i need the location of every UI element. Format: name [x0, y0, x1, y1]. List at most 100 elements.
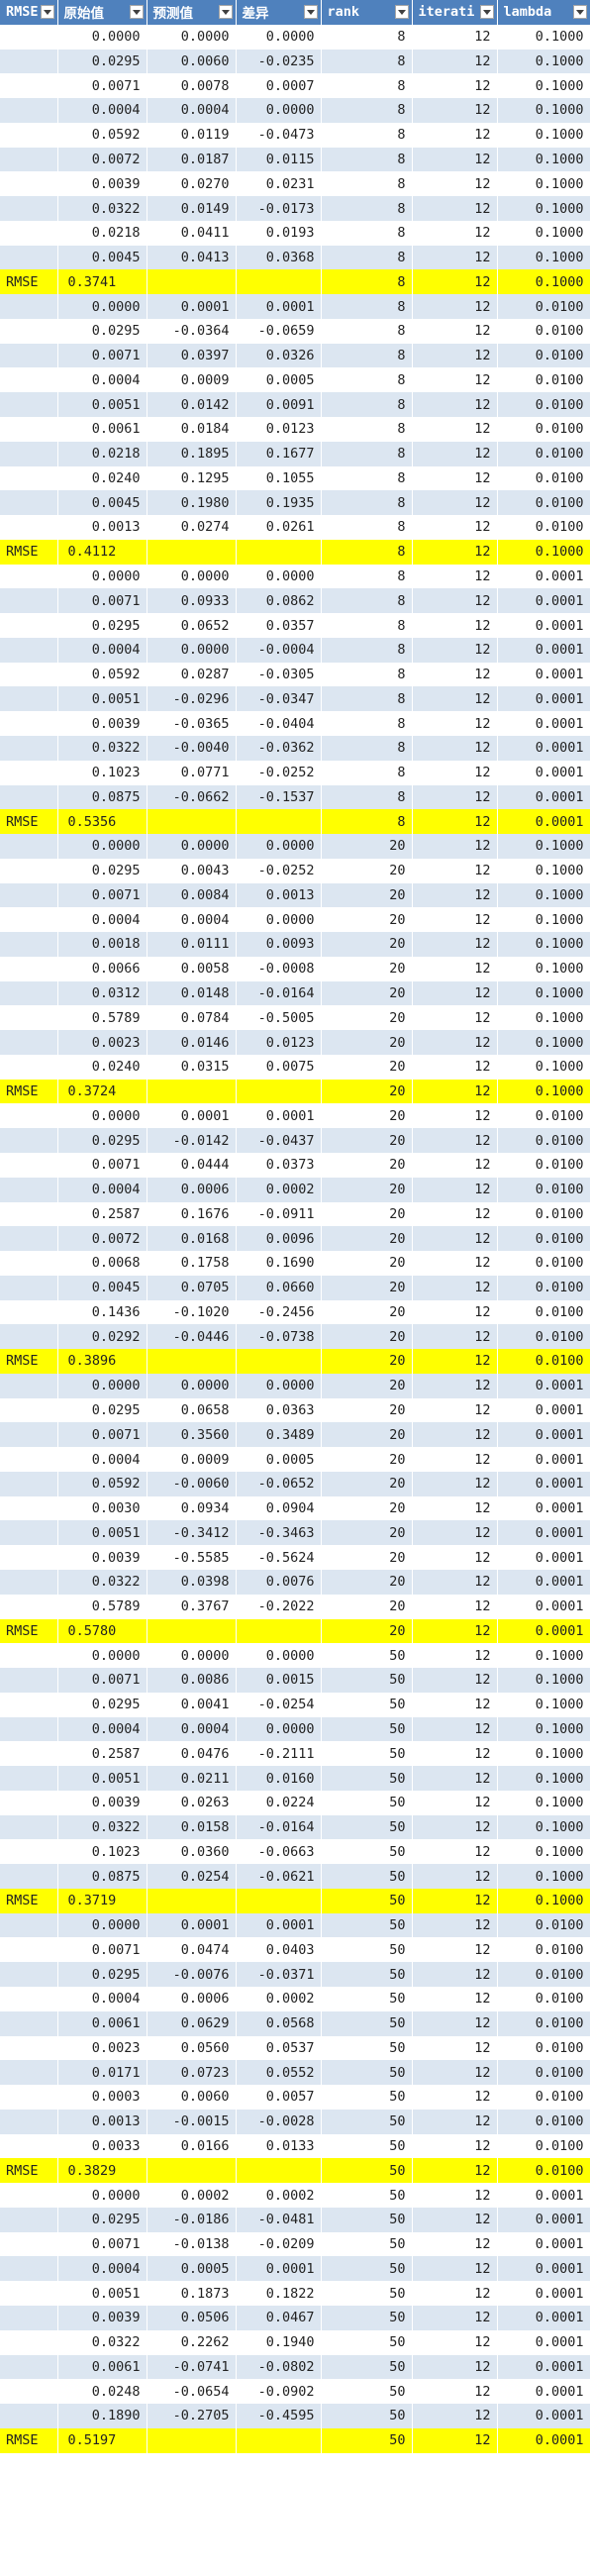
- cell-lambda[interactable]: 0.0001: [497, 1618, 590, 1644]
- cell-predicted[interactable]: 0.0274: [147, 515, 237, 540]
- cell-original[interactable]: 0.0071: [57, 2231, 148, 2257]
- cell-predicted[interactable]: -0.0365: [147, 711, 237, 736]
- cell-rank[interactable]: 20: [321, 1299, 413, 1325]
- cell-iterations[interactable]: 12: [412, 907, 498, 933]
- cell-iterations[interactable]: 12: [412, 1937, 498, 1963]
- cell-original[interactable]: 0.0013: [57, 515, 148, 540]
- cell-rmse-label[interactable]: [0, 1962, 58, 1988]
- cell-iterations[interactable]: 12: [412, 1128, 498, 1153]
- cell-predicted[interactable]: 0.0476: [147, 1741, 237, 1767]
- cell-lambda[interactable]: 0.0001: [497, 1422, 590, 1448]
- cell-original[interactable]: 0.0295: [57, 2207, 148, 2232]
- cell-rmse-label[interactable]: [0, 2060, 58, 2086]
- cell-lambda[interactable]: 0.1000: [497, 1030, 590, 1055]
- cell-rmse-label[interactable]: [0, 2183, 58, 2208]
- cell-rank[interactable]: 8: [321, 24, 413, 50]
- cell-difference[interactable]: 0.0326: [236, 343, 322, 368]
- cell-predicted[interactable]: -0.0296: [147, 686, 237, 712]
- cell-original[interactable]: 0.0061: [57, 2010, 148, 2036]
- cell-predicted[interactable]: 0.0004: [147, 907, 237, 933]
- cell-lambda[interactable]: 0.1000: [497, 932, 590, 957]
- cell-lambda[interactable]: 0.0001: [497, 2354, 590, 2380]
- cell-iterations[interactable]: 12: [412, 2305, 498, 2330]
- cell-rmse-label[interactable]: [0, 1766, 58, 1791]
- cell-predicted[interactable]: 0.0934: [147, 1495, 237, 1521]
- cell-predicted[interactable]: 0.0001: [147, 1103, 237, 1129]
- cell-iterations[interactable]: 12: [412, 1814, 498, 1840]
- cell-difference[interactable]: -0.0164: [236, 980, 322, 1006]
- cell-iterations[interactable]: 12: [412, 1054, 498, 1080]
- cell-difference[interactable]: [236, 269, 322, 295]
- cell-rank[interactable]: 8: [321, 294, 413, 319]
- cell-iterations[interactable]: 12: [412, 2281, 498, 2306]
- cell-original[interactable]: 0.1023: [57, 760, 148, 785]
- cell-rank[interactable]: 50: [321, 2256, 413, 2282]
- cell-lambda[interactable]: 0.0100: [497, 318, 590, 344]
- cell-rmse-label[interactable]: [0, 465, 58, 491]
- cell-predicted[interactable]: 0.0004: [147, 98, 237, 123]
- cell-iterations[interactable]: 12: [412, 564, 498, 589]
- cell-iterations[interactable]: 12: [412, 1888, 498, 1913]
- cell-rank[interactable]: 20: [321, 882, 413, 908]
- cell-lambda[interactable]: 0.0100: [497, 367, 590, 393]
- cell-original[interactable]: 0.0292: [57, 1324, 148, 1350]
- cell-predicted[interactable]: 0.0398: [147, 1570, 237, 1595]
- cell-difference[interactable]: 0.0000: [236, 834, 322, 859]
- cell-original[interactable]: 0.0071: [57, 882, 148, 908]
- cell-predicted[interactable]: 0.3560: [147, 1422, 237, 1448]
- cell-rmse-label[interactable]: [0, 1912, 58, 1938]
- cell-lambda[interactable]: 0.1000: [497, 1766, 590, 1791]
- cell-iterations[interactable]: 12: [412, 539, 498, 565]
- cell-iterations[interactable]: 12: [412, 2060, 498, 2086]
- cell-difference[interactable]: -0.0663: [236, 1839, 322, 1865]
- cell-rank[interactable]: 20: [321, 1152, 413, 1178]
- cell-rank[interactable]: 50: [321, 1766, 413, 1791]
- cell-difference[interactable]: -0.2456: [236, 1299, 322, 1325]
- cell-iterations[interactable]: 12: [412, 2207, 498, 2232]
- cell-original[interactable]: 0.0295: [57, 1397, 148, 1423]
- cell-predicted[interactable]: 0.0148: [147, 980, 237, 1006]
- cell-lambda[interactable]: 0.1000: [497, 171, 590, 197]
- cell-difference[interactable]: 0.0076: [236, 1570, 322, 1595]
- cell-iterations[interactable]: 12: [412, 662, 498, 687]
- cell-predicted[interactable]: 0.0119: [147, 122, 237, 148]
- cell-rmse-label[interactable]: [0, 1226, 58, 1252]
- cell-difference[interactable]: 0.1822: [236, 2281, 322, 2306]
- cell-lambda[interactable]: 0.0001: [497, 1520, 590, 1546]
- cell-rank[interactable]: 8: [321, 73, 413, 99]
- cell-lambda[interactable]: 0.0001: [497, 637, 590, 663]
- cell-lambda[interactable]: 0.0100: [497, 1275, 590, 1300]
- cell-predicted[interactable]: [147, 2158, 237, 2184]
- cell-difference[interactable]: 0.0001: [236, 1912, 322, 1938]
- col-header-original[interactable]: 原始值: [57, 0, 148, 25]
- cell-original[interactable]: 0.4112: [57, 539, 148, 565]
- cell-original[interactable]: 0.0045: [57, 1275, 148, 1300]
- cell-rank[interactable]: 8: [321, 490, 413, 516]
- cell-rmse-label[interactable]: RMSE: [0, 269, 58, 295]
- cell-lambda[interactable]: 0.0001: [497, 1373, 590, 1398]
- cell-lambda[interactable]: 0.1000: [497, 1888, 590, 1913]
- cell-rmse-label[interactable]: [0, 441, 58, 466]
- cell-original[interactable]: 0.5789: [57, 1005, 148, 1031]
- cell-rank[interactable]: 50: [321, 2329, 413, 2355]
- cell-rank[interactable]: 8: [321, 711, 413, 736]
- cell-iterations[interactable]: 12: [412, 2010, 498, 2036]
- cell-difference[interactable]: 0.0537: [236, 2035, 322, 2061]
- cell-lambda[interactable]: 0.0100: [497, 1152, 590, 1178]
- cell-original[interactable]: 0.3724: [57, 1079, 148, 1104]
- cell-predicted[interactable]: 0.0084: [147, 882, 237, 908]
- cell-difference[interactable]: 0.0123: [236, 417, 322, 442]
- cell-rank[interactable]: 20: [321, 1422, 413, 1448]
- cell-difference[interactable]: -0.0371: [236, 1962, 322, 1988]
- cell-rmse-label[interactable]: [0, 1275, 58, 1300]
- cell-iterations[interactable]: 12: [412, 711, 498, 736]
- cell-original[interactable]: 0.0004: [57, 367, 148, 393]
- cell-iterations[interactable]: 12: [412, 294, 498, 319]
- cell-rank[interactable]: 50: [321, 1643, 413, 1669]
- cell-lambda[interactable]: 0.0100: [497, 1128, 590, 1153]
- cell-lambda[interactable]: 0.1000: [497, 1005, 590, 1031]
- cell-original[interactable]: 0.0000: [57, 1912, 148, 1938]
- cell-original[interactable]: 0.3719: [57, 1888, 148, 1913]
- cell-rmse-label[interactable]: [0, 220, 58, 246]
- cell-rank[interactable]: 50: [321, 2354, 413, 2380]
